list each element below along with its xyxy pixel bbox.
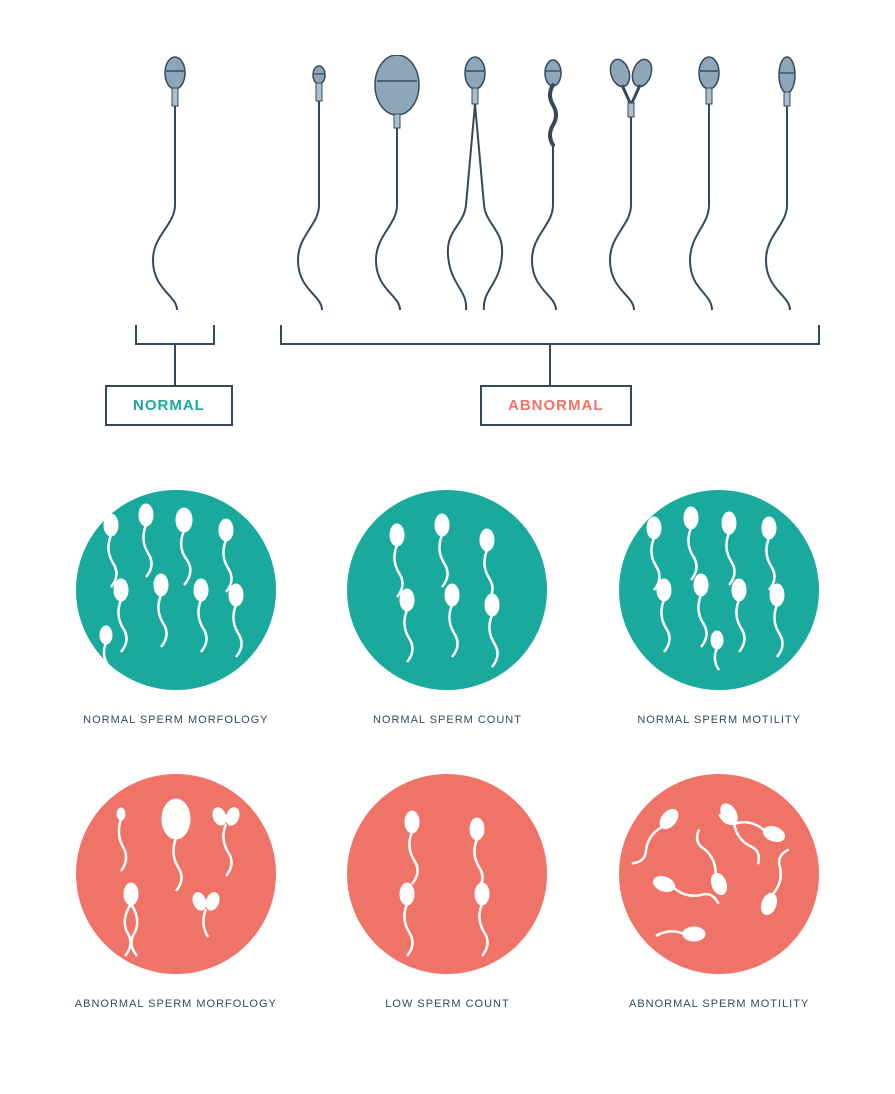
normal-count-circle <box>347 490 547 690</box>
morphology-comparison: NORMAL ABNORMAL <box>0 0 895 450</box>
tiny-head-sperm-icon <box>280 55 358 320</box>
normal-bracket <box>135 325 215 345</box>
normal-drop-line <box>174 345 176 385</box>
circle-item: ABNORMAL SPERM MOTILITY <box>589 774 849 1038</box>
double-head-sperm-icon <box>592 55 670 320</box>
normal-label: NORMAL <box>105 385 233 426</box>
circle-label: ABNORMAL SPERM MORFOLOGY <box>75 998 277 1010</box>
circle-item: NORMAL SPERM COUNT <box>317 490 577 754</box>
circle-grid: NORMAL SPERM MORFOLOGY NORMAL SPERM COUN… <box>0 490 895 1038</box>
circle-label: NORMAL SPERM MORFOLOGY <box>83 714 268 726</box>
normal-motility-circle <box>619 490 819 690</box>
abnormal-label: ABNORMAL <box>480 385 632 426</box>
abnormal-drop-line <box>549 345 551 385</box>
abnormal-bracket <box>280 325 820 345</box>
circle-row-normal: NORMAL SPERM MORFOLOGY NORMAL SPERM COUN… <box>0 490 895 754</box>
circle-label: ABNORMAL SPERM MOTILITY <box>629 998 809 1010</box>
abnormal-morphology-circle <box>76 774 276 974</box>
circle-label: NORMAL SPERM MOTILITY <box>637 714 801 726</box>
circle-item: NORMAL SPERM MOTILITY <box>589 490 849 754</box>
circle-item: ABNORMAL SPERM MORFOLOGY <box>46 774 306 1038</box>
circle-row-abnormal: ABNORMAL SPERM MORFOLOGY LOW SPERM COUNT <box>0 774 895 1038</box>
circle-label: LOW SPERM COUNT <box>385 998 509 1010</box>
normal-sperm-icon <box>135 55 215 320</box>
huge-head-sperm-icon <box>358 55 436 320</box>
abnormal-motility-circle <box>619 774 819 974</box>
circle-item: LOW SPERM COUNT <box>317 774 577 1038</box>
double-tail-sperm-icon <box>436 55 514 320</box>
pointed-head-sperm-icon <box>748 55 826 320</box>
circle-label: NORMAL SPERM COUNT <box>373 714 522 726</box>
wavy-neck-sperm-icon <box>514 55 592 320</box>
low-count-circle <box>347 774 547 974</box>
abnormal-sperm-row <box>280 55 826 320</box>
normal-morphology-circle <box>76 490 276 690</box>
circle-item: NORMAL SPERM MORFOLOGY <box>46 490 306 754</box>
thin-tail-sperm-icon <box>670 55 748 320</box>
